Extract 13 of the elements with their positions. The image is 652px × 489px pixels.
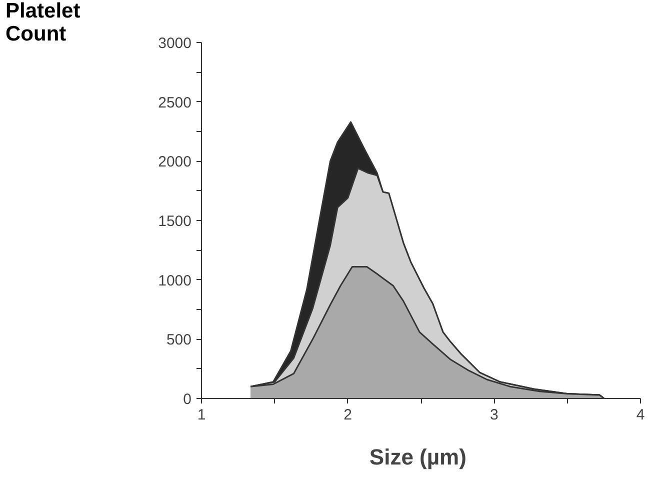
y-tick-label: 1500 [158, 213, 192, 230]
y-tick-label: 1000 [158, 272, 192, 290]
y-tick-label: 2500 [158, 94, 192, 112]
x-tick-label: 2 [344, 406, 352, 424]
y-axis-title: Platelet Count [6, 0, 80, 46]
y-tick-label: 3000 [158, 35, 192, 52]
y-tick-label: 2000 [158, 154, 192, 171]
x-tick-label: 1 [197, 406, 206, 424]
y-tick-label: 500 [166, 332, 192, 349]
y-tick-label: 0 [183, 391, 192, 408]
x-tick-label: 4 [636, 406, 645, 424]
x-axis-title: Size (µm) [369, 444, 466, 470]
x-tick-label: 3 [490, 406, 498, 424]
